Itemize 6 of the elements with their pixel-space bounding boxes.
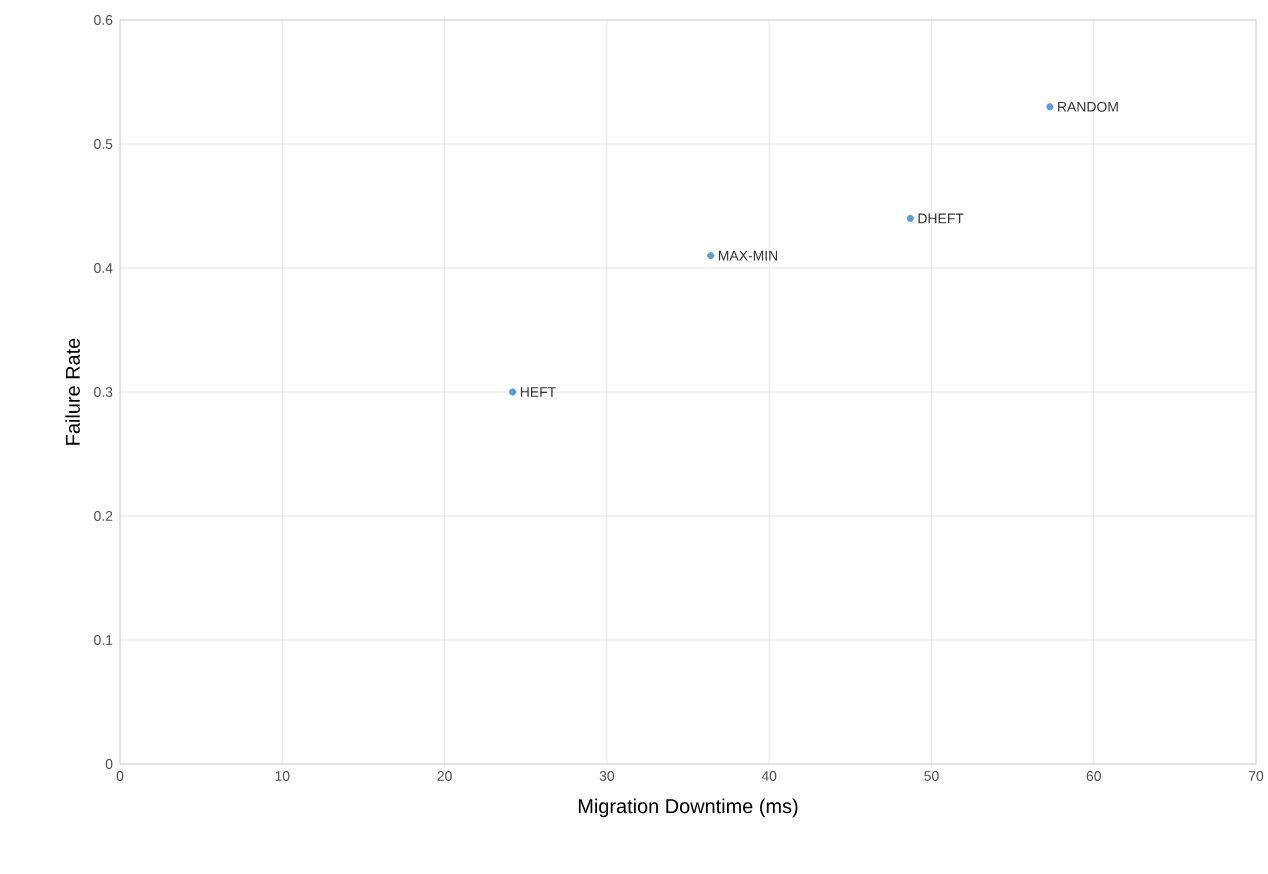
point — [707, 252, 715, 260]
point — [1046, 103, 1054, 111]
x-axis-title: Migration Downtime (ms) — [578, 798, 798, 818]
point — [509, 388, 517, 396]
y-axis-title: Failure Rate — [65, 338, 80, 445]
point — [906, 214, 914, 222]
